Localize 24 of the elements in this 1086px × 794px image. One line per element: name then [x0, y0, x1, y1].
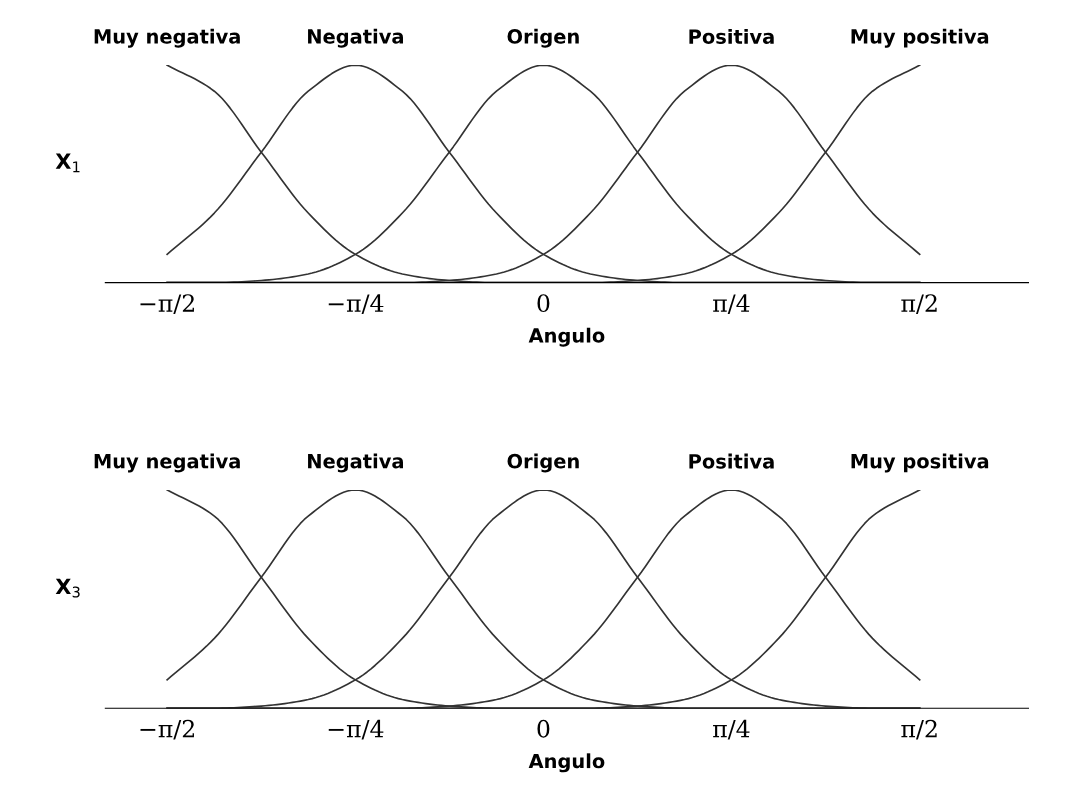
series-label: Origen [507, 453, 579, 473]
x-tick-label: π/4 [713, 294, 750, 314]
x-tick-label: −π/4 [328, 719, 384, 740]
x-axis-title: Angulo [528, 753, 605, 773]
series-label: Negativa [308, 28, 403, 48]
y-axis-title: X$_{3}$ [55, 578, 80, 598]
series-label: Positiva [689, 28, 774, 44]
x-tick-label: π/4 [713, 719, 750, 740]
x-tick-label: π/2 [901, 719, 937, 740]
x-axis-title: Angulo [528, 327, 605, 347]
x-tick-label: −π/2 [140, 719, 194, 740]
series-label: Negativa [308, 453, 403, 473]
series-label: Muy positiva [851, 453, 989, 473]
y-axis-title: X$_{1}$ [55, 153, 80, 173]
x-tick-label: 0 [537, 294, 550, 313]
x-tick-label: −π/2 [140, 294, 194, 314]
series-label: Muy negativa [94, 453, 240, 473]
x-tick-label: π/2 [901, 294, 937, 314]
x-tick-label: −π/4 [328, 294, 384, 314]
series-label: Origen [507, 28, 579, 48]
series-label: Muy negativa [94, 28, 240, 48]
x-tick-label: 0 [537, 719, 550, 738]
series-label: Muy positiva [851, 28, 989, 48]
series-label: Positiva [689, 453, 774, 469]
